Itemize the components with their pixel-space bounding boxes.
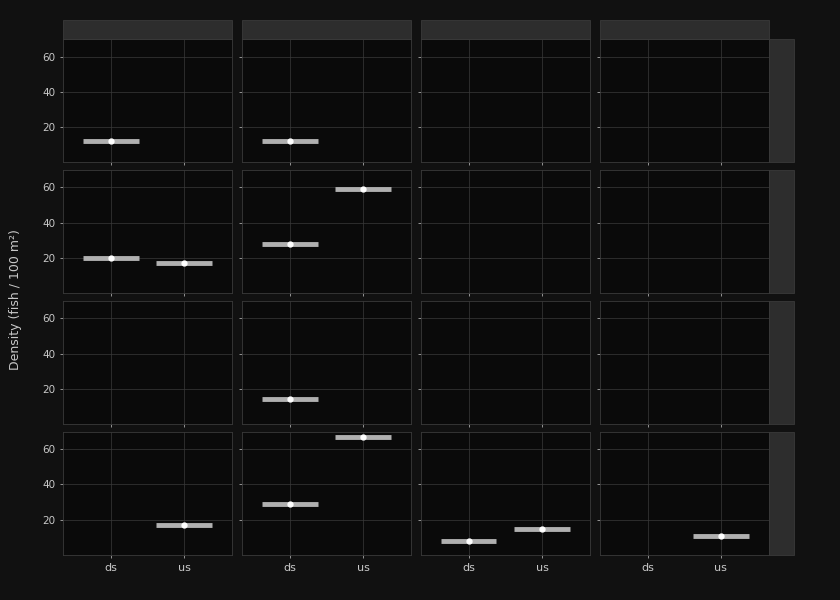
Text: CT: CT — [774, 223, 788, 240]
Text: parr: parr — [313, 23, 339, 36]
Text: RB: RB — [774, 485, 788, 502]
Text: juvenile: juvenile — [480, 23, 530, 36]
Text: DV: DV — [774, 353, 788, 371]
Text: CO: CO — [774, 91, 788, 110]
Text: adult: adult — [668, 23, 701, 36]
Text: Density (fish / 100 m²): Density (fish / 100 m²) — [8, 230, 22, 370]
Text: fry: fry — [139, 23, 156, 36]
